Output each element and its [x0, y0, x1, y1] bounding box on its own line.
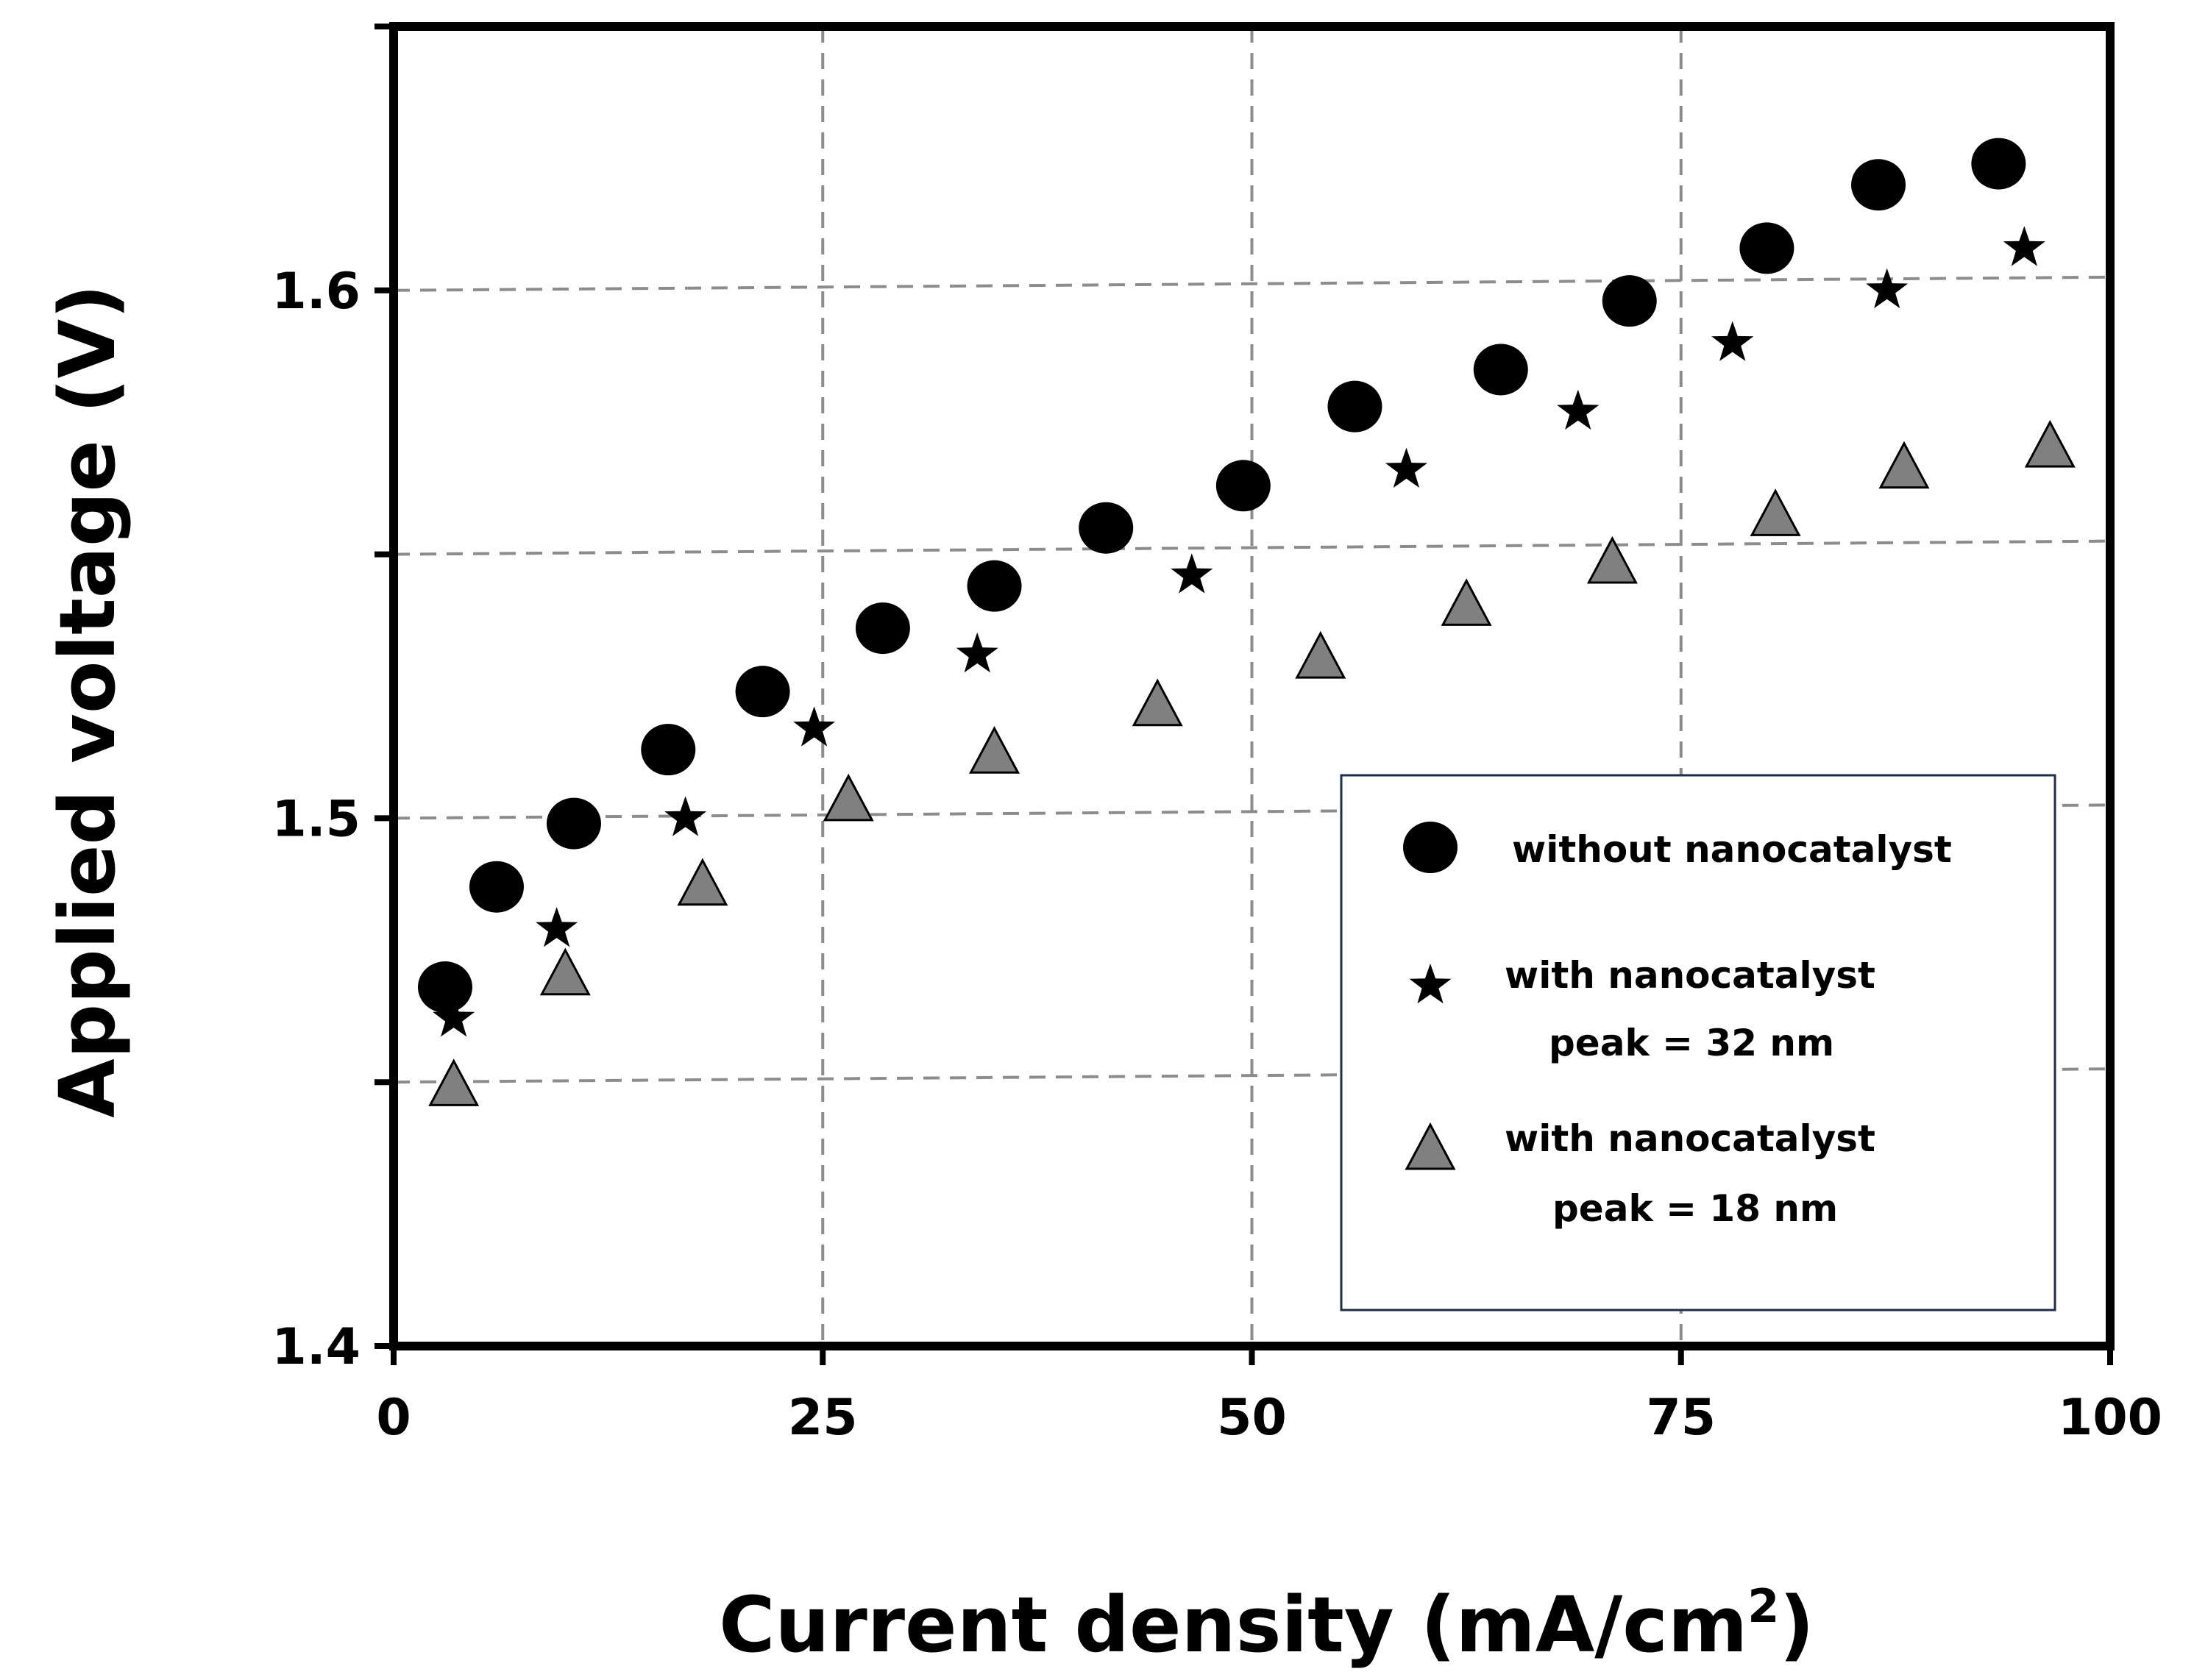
data-point-circle [1079, 502, 1134, 554]
data-point-triangle [1750, 488, 1801, 536]
legend-label: peak = 32 nm [1549, 1022, 1834, 1064]
data-point-triangle [1295, 630, 1346, 679]
x-tick-label: 100 [2058, 1389, 2162, 1447]
data-point-star [1866, 268, 1909, 309]
data-point-circle [1851, 159, 1906, 211]
legend-entry-triangle: with nanocatalyst peak = 18 nm [1405, 1117, 1875, 1230]
x-axis-title-close: ) [1779, 1580, 1814, 1670]
data-point-star [1557, 389, 1600, 430]
legend-entry-star: with nanocatalyst peak = 32 nm [1409, 954, 1875, 1064]
data-point-star [433, 997, 475, 1037]
data-series [417, 138, 2076, 1106]
x-tick-label: 50 [1217, 1389, 1287, 1447]
data-point-circle [1739, 222, 1794, 274]
data-point-triangle [677, 858, 728, 906]
data-point-circle [1327, 380, 1382, 433]
data-point-star [664, 796, 707, 836]
series-triangle [428, 419, 2076, 1106]
legend-label: with nanocatalyst [1505, 1117, 1875, 1160]
tick-labels: 0 25 50 75 100 1.4 1.5 1.6 [272, 263, 2162, 1447]
data-point-star [2003, 226, 2045, 266]
x-tick-label: 75 [1646, 1389, 1716, 1447]
data-point-triangle [969, 726, 1020, 774]
grid-line-horizontal [393, 275, 2111, 292]
data-point-circle [855, 602, 910, 655]
legend-items: without nanocatalyst with nanocatalyst pea… [1403, 822, 1952, 1230]
data-point-star [956, 632, 998, 673]
legend-entry-circle: without nanocatalyst [1403, 822, 1952, 873]
grid-line-horizontal [393, 539, 2111, 556]
data-point-circle [735, 666, 790, 718]
legend-label: without nanocatalyst [1512, 828, 1952, 871]
data-point-star [1171, 553, 1213, 594]
legend-label: peak = 18 nm [1552, 1187, 1838, 1230]
x-axis-title-superscript: 2 [1747, 1579, 1779, 1633]
data-point-triangle [1132, 678, 1183, 727]
data-point-star [793, 706, 836, 747]
y-axis-title: Applied voltage (V) [43, 284, 132, 1117]
data-point-circle [641, 724, 696, 776]
data-point-star [536, 907, 578, 947]
data-point-triangle [823, 773, 874, 822]
x-tick-label: 25 [788, 1389, 858, 1447]
legend-marker-circle [1403, 822, 1458, 873]
y-tick-label: 1.6 [272, 263, 361, 321]
tick-marks [374, 24, 2113, 1365]
legend-label: with nanocatalyst [1505, 954, 1875, 997]
data-point-triangle [428, 1058, 480, 1106]
data-point-triangle [1441, 578, 1492, 626]
data-point-circle [1602, 275, 1657, 327]
data-point-triangle [1586, 535, 1638, 584]
legend: without nanocatalyst with nanocatalyst pea… [1340, 774, 2056, 1311]
legend-marker-triangle [1405, 1122, 1456, 1170]
data-point-triangle [539, 947, 591, 996]
data-point-circle [1971, 138, 2026, 190]
data-point-circle [546, 797, 601, 850]
data-point-circle [469, 861, 524, 913]
data-point-circle [1215, 460, 1271, 512]
series-star [433, 226, 2045, 1037]
data-point-triangle [2024, 419, 2076, 468]
y-tick-label: 1.5 [272, 790, 361, 848]
y-tick-label: 1.4 [272, 1318, 361, 1376]
data-point-star [1711, 321, 1754, 361]
legend-marker-star [1409, 964, 1452, 1004]
x-axis-title-main: Current density (mA/cm [719, 1580, 1747, 1670]
legend-box [1340, 774, 2056, 1311]
series-circle [417, 138, 2026, 1014]
x-axis-title: Current density (mA/cm2) [719, 1579, 1814, 1670]
data-point-circle [967, 560, 1022, 612]
x-tick-label: 0 [376, 1389, 411, 1447]
data-point-star [1385, 447, 1427, 488]
data-point-circle [1473, 344, 1528, 396]
data-point-triangle [1878, 441, 1930, 489]
data-point-circle [417, 961, 472, 1014]
